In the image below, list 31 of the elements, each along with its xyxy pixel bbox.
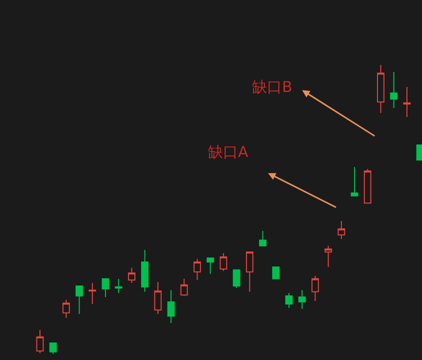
candlestick bbox=[167, 290, 175, 324]
candlestick bbox=[403, 86, 411, 118]
candlestick bbox=[272, 266, 280, 280]
candlestick bbox=[76, 286, 83, 315]
candlestick bbox=[194, 258, 201, 280]
candlestick bbox=[350, 166, 358, 196]
candlestick bbox=[62, 299, 70, 318]
candlestick bbox=[220, 252, 228, 272]
candlestick bbox=[36, 329, 44, 354]
candlestick bbox=[364, 168, 372, 204]
candlestick bbox=[285, 292, 293, 308]
candlestick bbox=[338, 220, 346, 240]
candlestick bbox=[259, 230, 266, 246]
candlestick bbox=[298, 290, 306, 310]
candlestick bbox=[206, 258, 214, 274]
candlestick bbox=[246, 251, 254, 292]
candlestick bbox=[102, 278, 110, 298]
candlestick bbox=[180, 278, 188, 296]
candlestick bbox=[377, 64, 384, 114]
candlestick bbox=[128, 267, 136, 284]
candlestick bbox=[390, 71, 398, 109]
candlestick bbox=[324, 245, 332, 268]
candlestick bbox=[154, 281, 162, 315]
candlestick bbox=[114, 278, 122, 294]
candlestick bbox=[88, 282, 96, 304]
candlestick bbox=[49, 342, 57, 354]
candlestick bbox=[141, 249, 149, 292]
candlestick bbox=[311, 275, 319, 302]
annotation: 缺口A bbox=[208, 143, 249, 161]
annotation: 缺口B bbox=[252, 78, 292, 96]
candlestick bbox=[232, 269, 240, 289]
